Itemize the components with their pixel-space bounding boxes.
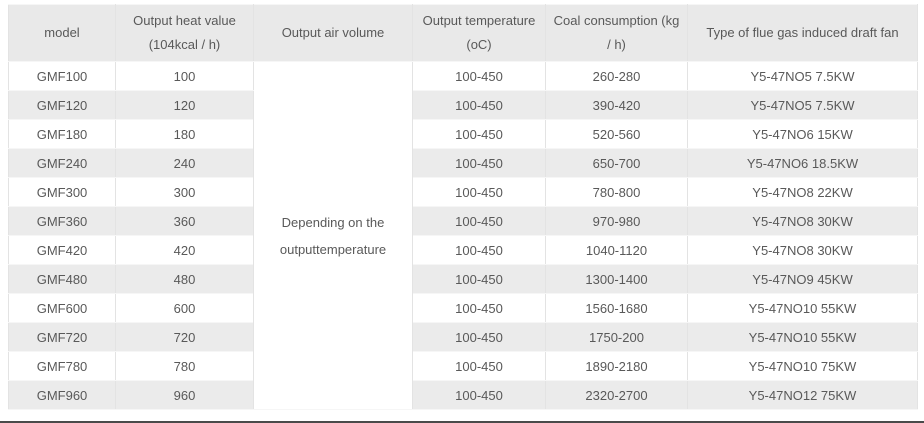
table-row: GMF480 480 100-450 1300-1400 Y5-47NO9 45… — [8, 264, 918, 294]
cell-model: GMF100 — [8, 61, 116, 91]
cell-heat-value: 100 — [115, 61, 254, 91]
cell-model: GMF360 — [8, 206, 116, 236]
cell-coal-consumption: 1750-200 — [545, 322, 688, 352]
cell-air-volume-note: Depending on the outputtemperature — [253, 61, 413, 410]
cell-fan-type: Y5-47NO9 45KW — [687, 264, 918, 294]
col-header-air-volume: Output air volume — [253, 4, 413, 62]
cell-temperature: 100-450 — [412, 61, 546, 91]
cell-heat-value: 960 — [115, 380, 254, 410]
cell-fan-type: Y5-47NO12 75KW — [687, 380, 918, 410]
header-label: Output air volume — [281, 25, 385, 40]
cell-temperature: 100-450 — [412, 293, 546, 323]
cell-model: GMF720 — [8, 322, 116, 352]
cell-heat-value: 120 — [115, 90, 254, 120]
cell-fan-type: Y5-47NO10 75KW — [687, 351, 918, 381]
cell-heat-value: 600 — [115, 293, 254, 323]
header-label: Output heat value — [133, 13, 236, 28]
header-label: model — [44, 25, 80, 40]
cell-temperature: 100-450 — [412, 235, 546, 265]
cell-heat-value: 180 — [115, 119, 254, 149]
cell-coal-consumption: 390-420 — [545, 90, 688, 120]
cell-fan-type: Y5-47NO6 18.5KW — [687, 148, 918, 178]
cell-heat-value: 480 — [115, 264, 254, 294]
header-label: Type of flue gas induced draft fan — [706, 25, 899, 40]
table-row: GMF120 120 100-450 390-420 Y5-47NO5 7.5K… — [8, 90, 918, 120]
table-row: GMF180 180 100-450 520-560 Y5-47NO6 15KW — [8, 119, 918, 149]
cell-model: GMF480 — [8, 264, 116, 294]
bottom-divider — [0, 421, 924, 423]
cell-heat-value: 360 — [115, 206, 254, 236]
header-label: Coal consumption (kg — [553, 13, 680, 28]
cell-temperature: 100-450 — [412, 322, 546, 352]
cell-coal-consumption: 650-700 — [545, 148, 688, 178]
cell-coal-consumption: 2320-2700 — [545, 380, 688, 410]
cell-fan-type: Y5-47NO10 55KW — [687, 322, 918, 352]
cell-temperature: 100-450 — [412, 119, 546, 149]
col-header-temperature: Output temperature (oC) — [412, 4, 546, 62]
table-row: GMF720 720 100-450 1750-200 Y5-47NO10 55… — [8, 322, 918, 352]
cell-fan-type: Y5-47NO5 7.5KW — [687, 61, 918, 91]
col-header-heat-value: Output heat value (104kcal / h) — [115, 4, 254, 62]
table-row: GMF780 780 100-450 1890-2180 Y5-47NO10 7… — [8, 351, 918, 381]
table-row: GMF300 300 100-450 780-800 Y5-47NO8 22KW — [8, 177, 918, 207]
col-header-coal-consumption: Coal consumption (kg / h) — [545, 4, 688, 62]
cell-heat-value: 780 — [115, 351, 254, 381]
cell-coal-consumption: 1300-1400 — [545, 264, 688, 294]
cell-heat-value: 240 — [115, 148, 254, 178]
table-row: GMF240 240 100-450 650-700 Y5-47NO6 18.5… — [8, 148, 918, 178]
cell-temperature: 100-450 — [412, 264, 546, 294]
cell-model: GMF300 — [8, 177, 116, 207]
cell-temperature: 100-450 — [412, 148, 546, 178]
table-row: GMF600 600 100-450 1560-1680 Y5-47NO10 5… — [8, 293, 918, 323]
cell-fan-type: Y5-47NO8 22KW — [687, 177, 918, 207]
cell-fan-type: Y5-47NO8 30KW — [687, 206, 918, 236]
cell-temperature: 100-450 — [412, 90, 546, 120]
cell-model: GMF240 — [8, 148, 116, 178]
cell-model: GMF120 — [8, 90, 116, 120]
cell-fan-type: Y5-47NO5 7.5KW — [687, 90, 918, 120]
cell-model: GMF420 — [8, 235, 116, 265]
cell-temperature: 100-450 — [412, 177, 546, 207]
cell-temperature: 100-450 — [412, 206, 546, 236]
cell-coal-consumption: 260-280 — [545, 61, 688, 91]
cell-model: GMF780 — [8, 351, 116, 381]
table-row: GMF360 360 100-450 970-980 Y5-47NO8 30KW — [8, 206, 918, 236]
col-header-fan-type: Type of flue gas induced draft fan — [687, 4, 918, 62]
cell-coal-consumption: 1890-2180 — [545, 351, 688, 381]
cell-model: GMF180 — [8, 119, 116, 149]
header-row: model Output heat value (104kcal / h) Out… — [8, 4, 918, 62]
table-row: GMF420 420 100-450 1040-1120 Y5-47NO8 30… — [8, 235, 918, 265]
cell-model: GMF960 — [8, 380, 116, 410]
table-header: model Output heat value (104kcal / h) Out… — [8, 4, 918, 62]
cell-coal-consumption: 1040-1120 — [545, 235, 688, 265]
col-header-model: model — [8, 4, 116, 62]
cell-temperature: 100-450 — [412, 380, 546, 410]
boiler-spec-table: model Output heat value (104kcal / h) Out… — [8, 4, 918, 410]
cell-heat-value: 300 — [115, 177, 254, 207]
cell-model: GMF600 — [8, 293, 116, 323]
header-label: Output temperature — [422, 13, 536, 28]
cell-temperature: 100-450 — [412, 351, 546, 381]
table-row: GMF100 100 Depending on the outputtemper… — [8, 61, 918, 410]
cell-heat-value: 720 — [115, 322, 254, 352]
cell-fan-type: Y5-47NO10 55KW — [687, 293, 918, 323]
cell-fan-type: Y5-47NO6 15KW — [687, 119, 918, 149]
cell-coal-consumption: 1560-1680 — [545, 293, 688, 323]
table-body: GMF100 100 Depending on the outputtemper… — [8, 61, 918, 410]
cell-coal-consumption: 520-560 — [545, 119, 688, 149]
cell-fan-type: Y5-47NO8 30KW — [687, 235, 918, 265]
cell-heat-value: 420 — [115, 235, 254, 265]
cell-coal-consumption: 970-980 — [545, 206, 688, 236]
cell-coal-consumption: 780-800 — [545, 177, 688, 207]
table-container: model Output heat value (104kcal / h) Out… — [8, 4, 918, 410]
table-row: GMF960 960 100-450 2320-2700 Y5-47NO12 7… — [8, 380, 918, 410]
